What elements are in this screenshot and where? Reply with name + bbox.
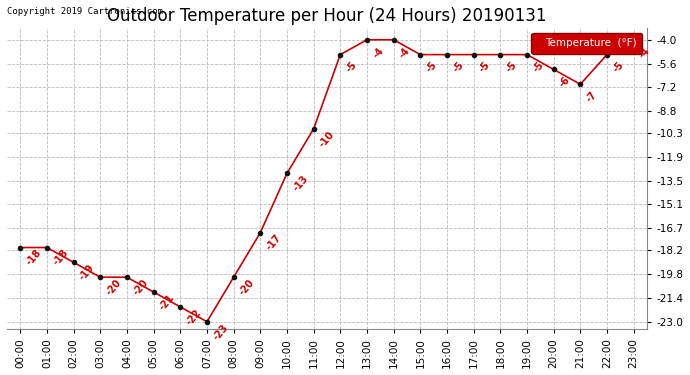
Text: -5: -5 — [531, 60, 546, 75]
Text: -21: -21 — [158, 292, 177, 312]
Text: -13: -13 — [291, 174, 310, 194]
Text: -7: -7 — [584, 90, 599, 104]
Text: -4: -4 — [638, 45, 653, 60]
Text: -5: -5 — [478, 60, 493, 75]
Text: -5: -5 — [451, 60, 466, 75]
Text: -17: -17 — [264, 233, 284, 253]
Text: Copyright 2019 Cartronics.com: Copyright 2019 Cartronics.com — [7, 7, 163, 16]
Text: -23: -23 — [211, 322, 230, 342]
Legend: Temperature  (°F): Temperature (°F) — [531, 33, 642, 54]
Text: -20: -20 — [131, 278, 150, 297]
Text: -20: -20 — [238, 278, 257, 297]
Text: -19: -19 — [78, 262, 97, 282]
Text: -18: -18 — [24, 248, 43, 268]
Text: -22: -22 — [184, 307, 204, 327]
Text: -4: -4 — [398, 45, 413, 60]
Text: -6: -6 — [558, 75, 573, 90]
Text: -5: -5 — [611, 60, 626, 75]
Title: Outdoor Temperature per Hour (24 Hours) 20190131: Outdoor Temperature per Hour (24 Hours) … — [107, 7, 546, 25]
Text: -5: -5 — [424, 60, 439, 75]
Text: -5: -5 — [504, 60, 519, 75]
Text: -10: -10 — [318, 129, 337, 149]
Text: -5: -5 — [344, 60, 359, 75]
Text: -4: -4 — [371, 45, 386, 60]
Text: -20: -20 — [104, 278, 124, 297]
Text: -18: -18 — [51, 248, 70, 268]
